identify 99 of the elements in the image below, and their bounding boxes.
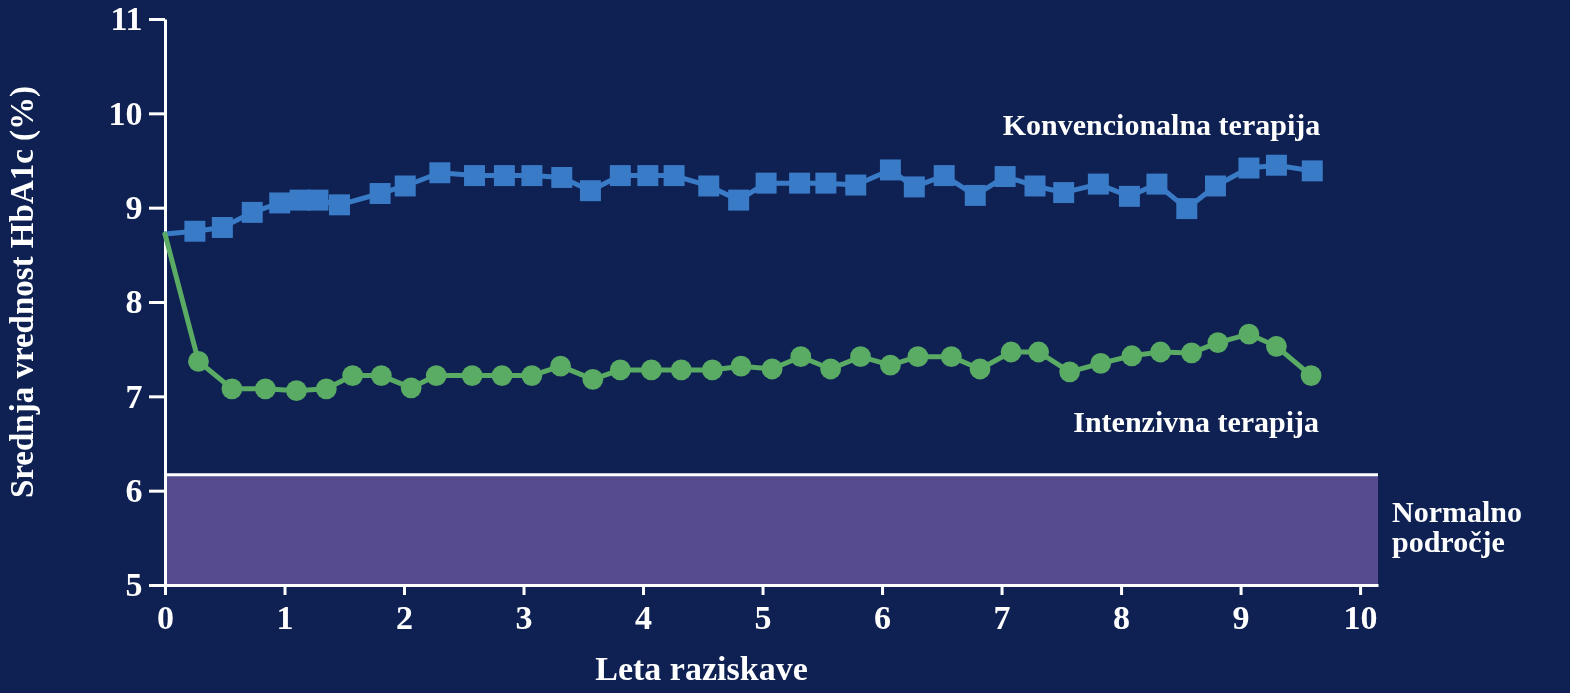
y-tick-label: 8 xyxy=(125,283,143,321)
point xyxy=(755,172,777,194)
y-tick-label: 9 xyxy=(125,189,143,227)
point xyxy=(211,216,233,238)
point xyxy=(820,358,842,380)
point xyxy=(582,368,604,390)
x-tick-label: 10 xyxy=(1343,598,1378,636)
point xyxy=(789,172,811,194)
point xyxy=(701,359,723,381)
point xyxy=(880,354,901,376)
point xyxy=(879,159,901,181)
x-tick-label: 6 xyxy=(874,598,892,636)
point xyxy=(640,359,662,381)
y-tick-label: 10 xyxy=(108,94,143,132)
point xyxy=(815,172,837,194)
x-tick-label: 4 xyxy=(635,598,653,636)
band-label: Normalno področje xyxy=(1392,494,1522,558)
point xyxy=(969,358,991,380)
point xyxy=(188,351,209,372)
point xyxy=(1028,341,1049,363)
point xyxy=(964,184,986,206)
point xyxy=(241,201,263,223)
point xyxy=(1266,335,1287,357)
y-tick-label: 11 xyxy=(110,0,143,38)
x-axis-title: Leta raziskave xyxy=(595,650,808,687)
point xyxy=(550,355,571,377)
point xyxy=(269,192,291,214)
point xyxy=(1087,173,1109,195)
point xyxy=(425,365,447,386)
point xyxy=(400,377,422,399)
point xyxy=(1300,365,1322,386)
point xyxy=(579,180,601,202)
point xyxy=(940,346,962,368)
point xyxy=(342,365,364,386)
point xyxy=(521,165,543,187)
point xyxy=(1265,154,1287,176)
y-tick-label: 6 xyxy=(125,472,143,510)
point xyxy=(761,358,783,380)
series-label: Konvencionalna terapija xyxy=(1002,107,1321,141)
point xyxy=(369,183,391,204)
y-tick-label: 7 xyxy=(125,377,143,415)
x-tick-label: 1 xyxy=(276,598,294,636)
point xyxy=(1150,341,1171,363)
point xyxy=(609,359,631,381)
point xyxy=(1238,323,1260,345)
x-tick-label: 7 xyxy=(993,598,1011,636)
x-tick-label: 8 xyxy=(1113,598,1131,636)
point xyxy=(184,220,206,242)
point xyxy=(551,166,573,188)
series-label: Intenzivna terapija xyxy=(1073,404,1320,438)
point xyxy=(933,165,955,187)
point xyxy=(491,365,513,386)
point xyxy=(1146,173,1168,195)
x-tick-label: 9 xyxy=(1232,598,1250,636)
point xyxy=(328,194,350,216)
x-tick-label: 3 xyxy=(515,598,533,636)
point xyxy=(1000,341,1022,363)
point xyxy=(394,175,416,197)
point xyxy=(670,359,692,381)
x-tick-label: 5 xyxy=(754,598,772,636)
point xyxy=(728,189,750,211)
point xyxy=(464,165,486,187)
point xyxy=(307,189,329,211)
point xyxy=(493,165,515,187)
point xyxy=(903,176,925,198)
point xyxy=(1181,342,1202,364)
point xyxy=(1059,361,1081,383)
point xyxy=(907,346,929,368)
point xyxy=(1121,345,1143,367)
point xyxy=(1238,157,1260,179)
point xyxy=(286,380,307,402)
point xyxy=(370,365,392,386)
point xyxy=(637,165,659,187)
point xyxy=(1176,198,1198,220)
point xyxy=(254,378,276,400)
point xyxy=(221,378,243,400)
point xyxy=(663,165,685,187)
point xyxy=(1207,332,1229,353)
point xyxy=(315,378,337,400)
point xyxy=(790,346,812,368)
point xyxy=(845,174,867,196)
point xyxy=(1053,182,1075,204)
point xyxy=(429,162,451,184)
y-axis-title: Srednja vrednost HbA1c (%) xyxy=(4,85,41,499)
point xyxy=(730,355,752,377)
point xyxy=(1301,160,1323,182)
point xyxy=(521,365,543,386)
x-tick-label: 2 xyxy=(396,598,414,636)
point xyxy=(1024,175,1046,197)
point xyxy=(994,166,1016,188)
point xyxy=(461,365,483,386)
point xyxy=(609,165,631,187)
point xyxy=(1204,175,1226,197)
y-tick-label: 5 xyxy=(125,566,143,604)
x-tick-label: 0 xyxy=(157,598,174,636)
point xyxy=(1090,352,1112,374)
point xyxy=(850,346,871,368)
point xyxy=(1118,185,1140,207)
point xyxy=(698,175,720,197)
